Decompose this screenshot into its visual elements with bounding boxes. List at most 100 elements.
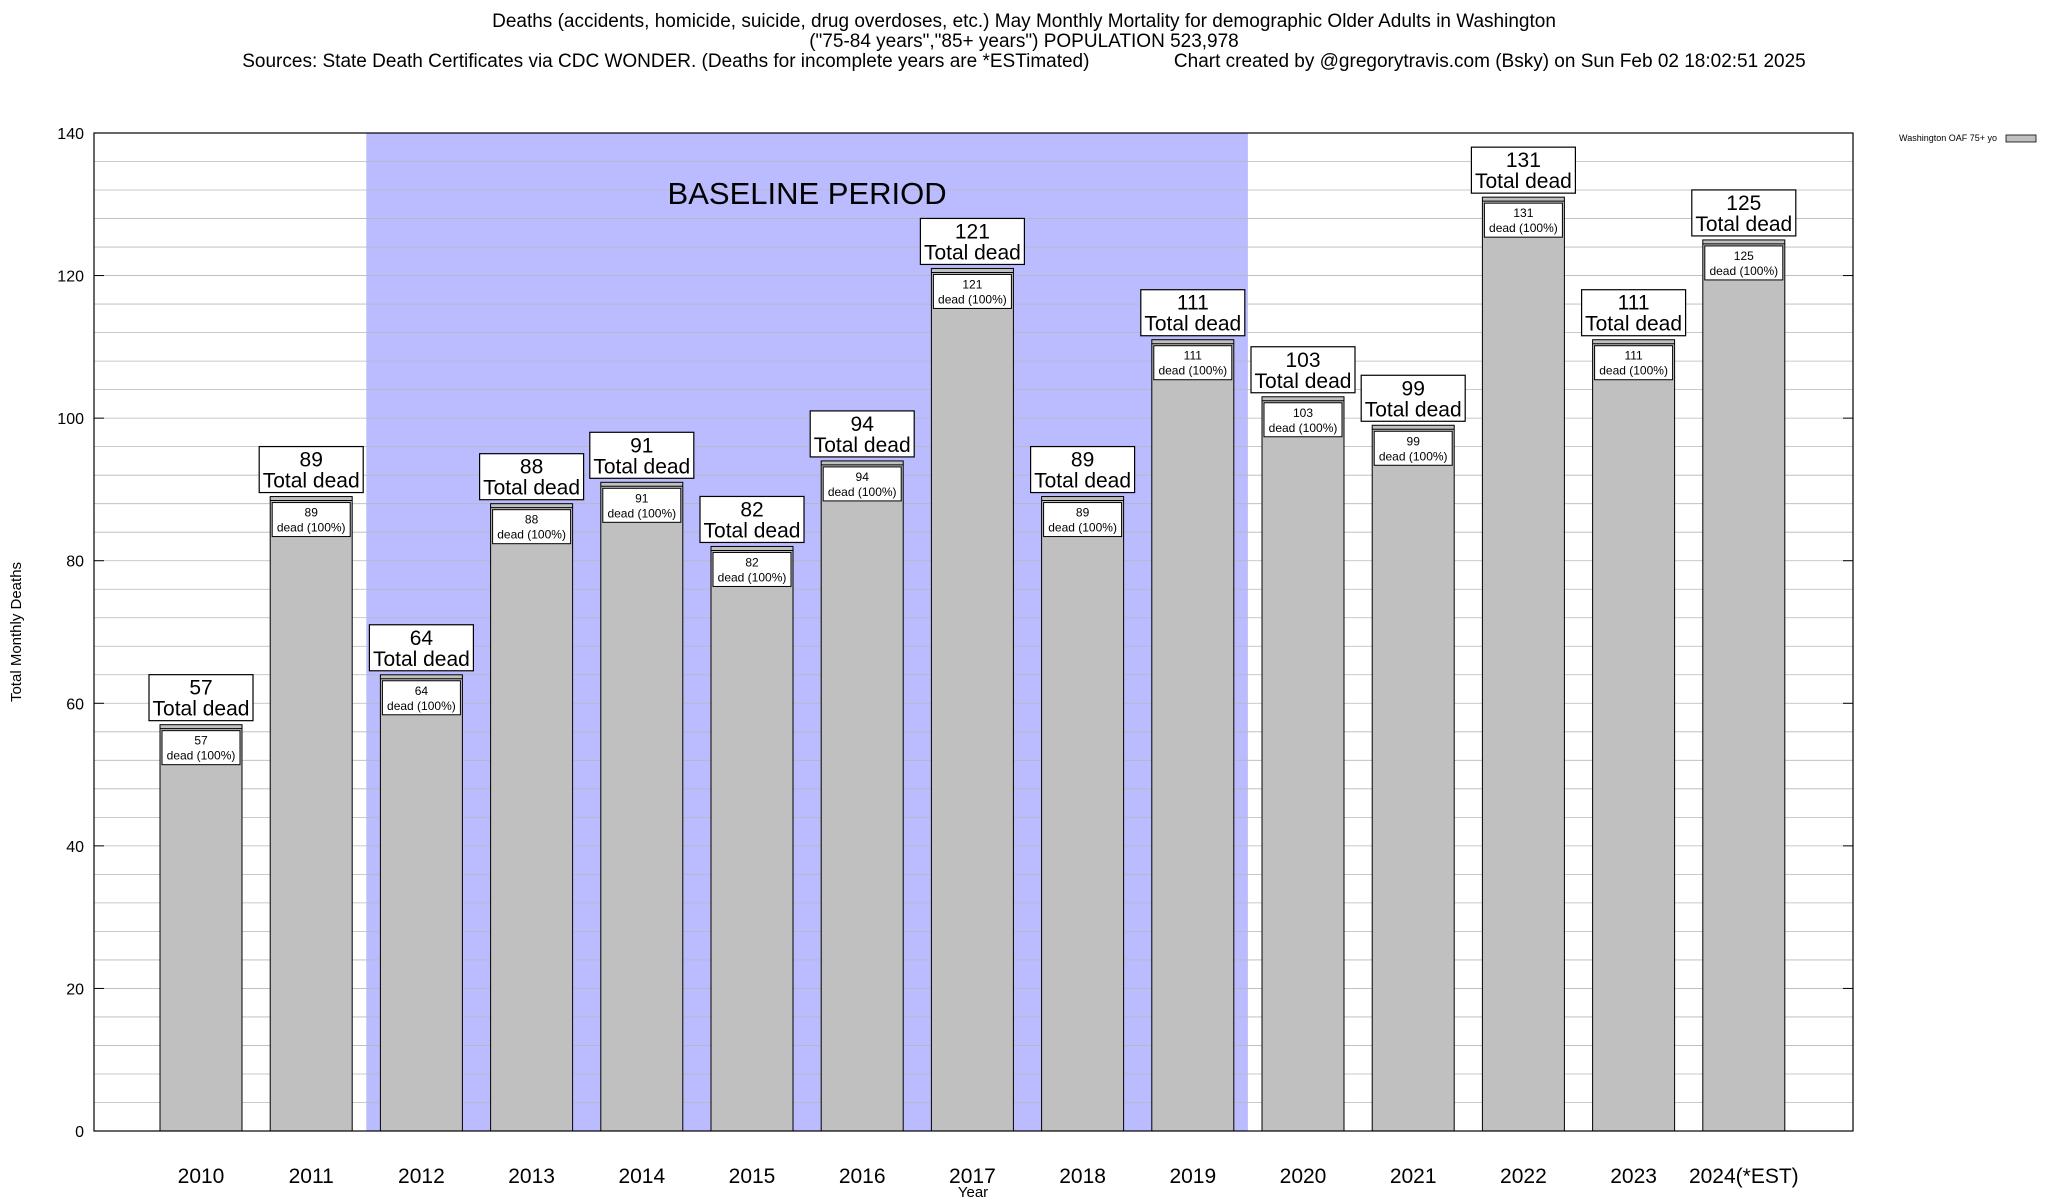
inner-count-label: 131 bbox=[1513, 206, 1533, 220]
inner-label-box bbox=[271, 502, 351, 538]
total-dead-label: Total dead bbox=[1585, 313, 1682, 336]
inner-label-box bbox=[381, 680, 461, 716]
x-tick-label: 2022 bbox=[1500, 1165, 1547, 1188]
inner-label-box bbox=[1483, 202, 1563, 238]
inner-label-box bbox=[1704, 245, 1784, 281]
total-count-label: 88 bbox=[520, 456, 543, 479]
inner-label-box bbox=[1043, 502, 1123, 538]
total-label-box bbox=[589, 431, 695, 479]
legend-label: Washington OAF 75+ yo bbox=[1899, 133, 1997, 143]
y-tick-label: 60 bbox=[66, 696, 84, 713]
x-tick-label: 2015 bbox=[729, 1165, 776, 1188]
bar bbox=[1151, 339, 1235, 1132]
chart-title: Deaths (accidents, homicide, suicide, dr… bbox=[0, 12, 2048, 72]
bar bbox=[710, 545, 794, 1132]
bar bbox=[600, 481, 684, 1132]
y-tick-label: 140 bbox=[57, 126, 84, 143]
total-dead-label: Total dead bbox=[263, 470, 360, 493]
total-label-box bbox=[1580, 289, 1687, 337]
bar bbox=[930, 267, 1014, 1132]
total-dead-label: Total dead bbox=[1034, 470, 1131, 493]
total-count-label: 121 bbox=[955, 220, 990, 243]
total-count-label: 89 bbox=[300, 449, 323, 472]
total-count-label: 82 bbox=[740, 498, 763, 521]
x-tick-label: 2020 bbox=[1280, 1165, 1327, 1188]
inner-percent-label: dead (100%) bbox=[1709, 264, 1778, 278]
inner-count-label: 89 bbox=[305, 506, 319, 520]
total-dead-label: Total dead bbox=[924, 241, 1021, 264]
total-label-box bbox=[1140, 289, 1246, 337]
inner-percent-label: dead (100%) bbox=[387, 699, 456, 713]
total-count-label: 111 bbox=[1618, 292, 1650, 315]
total-label-box bbox=[1029, 445, 1136, 494]
inner-percent-label: dead (100%) bbox=[607, 506, 676, 520]
bar bbox=[1702, 239, 1786, 1132]
x-tick-label: 2018 bbox=[1059, 1165, 1106, 1188]
total-dead-label: Total dead bbox=[1475, 170, 1572, 193]
total-dead-label: Total dead bbox=[814, 434, 911, 457]
total-count-label: 89 bbox=[1071, 449, 1094, 472]
inner-count-label: 99 bbox=[1407, 434, 1421, 448]
total-dead-label: Total dead bbox=[1255, 370, 1352, 393]
inner-label-box bbox=[492, 509, 572, 545]
x-tick-label: 2021 bbox=[1390, 1165, 1437, 1188]
total-count-label: 64 bbox=[410, 627, 434, 650]
chart-title-line-2: ("75-84 years","85+ years") POPULATION 5… bbox=[809, 31, 1239, 52]
bar bbox=[490, 503, 574, 1132]
inner-label-box bbox=[712, 551, 792, 587]
bar bbox=[1371, 424, 1455, 1132]
inner-label-box bbox=[932, 273, 1012, 309]
x-tick-label: 2010 bbox=[178, 1165, 225, 1188]
total-count-label: 91 bbox=[630, 434, 653, 457]
baseline-period-label: BASELINE PERIOD bbox=[668, 176, 947, 211]
inner-count-label: 91 bbox=[635, 491, 649, 505]
total-label-box bbox=[479, 453, 585, 501]
y-tick-label: 120 bbox=[57, 269, 84, 286]
x-tick-label: 2016 bbox=[839, 1165, 886, 1188]
total-count-label: 94 bbox=[851, 413, 875, 436]
bar bbox=[820, 460, 904, 1132]
inner-count-label: 121 bbox=[962, 277, 982, 291]
total-count-label: 57 bbox=[189, 677, 212, 700]
total-label-box bbox=[148, 674, 254, 722]
inner-count-label: 103 bbox=[1293, 406, 1313, 420]
total-count-label: 125 bbox=[1726, 192, 1761, 215]
inner-percent-label: dead (100%) bbox=[277, 521, 346, 535]
x-axis-label: Year bbox=[958, 1184, 988, 1200]
x-tick-label: 2014 bbox=[618, 1165, 665, 1188]
total-count-label: 111 bbox=[1177, 292, 1209, 315]
y-tick-label: 100 bbox=[57, 411, 84, 428]
y-tick-label: 20 bbox=[66, 981, 84, 998]
chart-title-line-3: Sources: State Death Certificates via CD… bbox=[242, 51, 1806, 72]
inner-percent-label: dead (100%) bbox=[1599, 364, 1668, 378]
total-label-box bbox=[1250, 346, 1356, 394]
inner-count-label: 89 bbox=[1076, 506, 1090, 520]
y-tick-label: 40 bbox=[66, 839, 84, 856]
total-count-label: 131 bbox=[1506, 149, 1541, 172]
inner-percent-label: dead (100%) bbox=[718, 570, 787, 584]
inner-count-label: 111 bbox=[1624, 349, 1643, 363]
total-dead-label: Total dead bbox=[1695, 213, 1792, 236]
inner-count-label: 88 bbox=[525, 513, 539, 527]
inner-percent-label: dead (100%) bbox=[1489, 221, 1558, 235]
inner-count-label: 64 bbox=[415, 684, 429, 698]
x-tick-label: 2013 bbox=[508, 1165, 555, 1188]
total-dead-label: Total dead bbox=[373, 648, 470, 671]
y-tick-label: 80 bbox=[66, 554, 84, 571]
plot-frame bbox=[93, 132, 1854, 1132]
inner-percent-label: dead (100%) bbox=[828, 485, 897, 499]
bar bbox=[1481, 196, 1565, 1132]
x-tick-label: 2017 bbox=[949, 1165, 996, 1188]
y-axis-label: Total Monthly Deaths bbox=[8, 562, 25, 702]
total-dead-label: Total dead bbox=[1144, 313, 1241, 336]
x-tick-label: 2012 bbox=[398, 1165, 445, 1188]
inner-percent-label: dead (100%) bbox=[1379, 449, 1448, 463]
total-dead-label: Total dead bbox=[704, 519, 801, 542]
inner-percent-label: dead (100%) bbox=[1158, 364, 1227, 378]
bar bbox=[1592, 339, 1676, 1132]
total-label-box bbox=[1470, 146, 1577, 194]
total-label-box bbox=[699, 495, 805, 544]
inner-percent-label: dead (100%) bbox=[938, 292, 1007, 306]
inner-label-box bbox=[1153, 345, 1233, 381]
